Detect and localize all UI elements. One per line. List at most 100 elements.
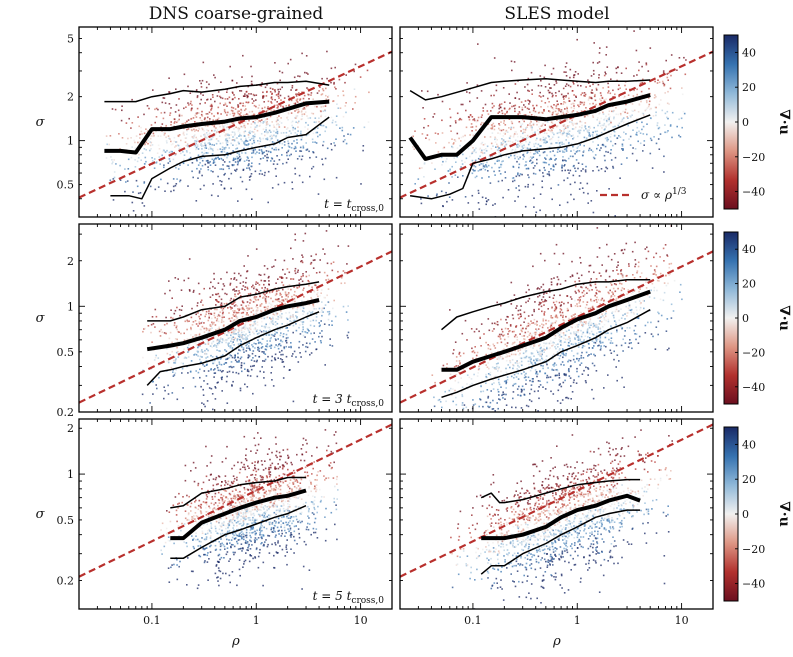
scatter-point — [251, 142, 254, 145]
scatter-point — [552, 127, 554, 129]
scatter-point — [169, 138, 171, 140]
scatter-point — [232, 321, 234, 323]
scatter-point — [531, 129, 533, 131]
scatter-point — [629, 135, 632, 138]
scatter-point — [555, 107, 558, 110]
scatter-point — [454, 174, 457, 176]
scatter-point — [590, 92, 593, 94]
scatter-point — [108, 143, 110, 146]
scatter-point — [290, 346, 292, 349]
scatter-point — [340, 282, 343, 285]
scatter-point — [354, 95, 357, 98]
scatter-point — [553, 133, 555, 136]
scatter-point — [287, 292, 290, 294]
scatter-point — [514, 150, 516, 153]
scatter-point — [147, 362, 149, 365]
scatter-point — [237, 344, 240, 346]
scatter-point — [480, 142, 483, 145]
scatter-point — [161, 154, 163, 157]
scatter-point — [261, 287, 263, 289]
scatter-point — [513, 134, 515, 136]
scatter-point — [514, 97, 517, 99]
scatter-point — [247, 330, 250, 332]
scatter-point — [517, 372, 519, 375]
scatter-point — [253, 128, 256, 130]
scatter-point — [306, 332, 309, 334]
scatter-point — [264, 106, 266, 109]
scatter-point — [420, 198, 422, 200]
scatter-point — [253, 364, 255, 367]
scatter-point — [459, 144, 461, 147]
scatter-point — [300, 260, 302, 263]
scatter-point — [297, 75, 299, 77]
scatter-point — [345, 102, 347, 104]
scatter-point — [337, 270, 339, 273]
scatter-point — [198, 322, 201, 325]
scatter-point — [530, 114, 533, 116]
scatter-point — [229, 153, 232, 155]
scatter-point — [169, 160, 171, 163]
scatter-point — [310, 311, 312, 314]
scatter-point — [317, 135, 319, 138]
scatter-point — [597, 326, 599, 328]
scatter-point — [271, 322, 274, 324]
scatter-point — [242, 285, 245, 287]
scatter-point — [261, 173, 263, 175]
scatter-point — [344, 271, 346, 274]
scatter-point — [241, 300, 244, 302]
scatter-point — [285, 355, 288, 358]
scatter-point — [583, 94, 585, 97]
scatter-point — [190, 316, 193, 319]
scatter-point — [240, 111, 242, 114]
scatter-point — [571, 90, 574, 92]
scatter-point — [314, 284, 316, 286]
scatter-point — [512, 180, 514, 183]
scatter-point — [569, 68, 572, 71]
scatter-point — [528, 141, 531, 144]
scatter-point — [177, 356, 180, 358]
scatter-point — [125, 122, 128, 124]
scatter-point — [327, 301, 330, 303]
scatter-point — [217, 156, 219, 159]
scatter-point — [542, 139, 545, 141]
scatter-point — [236, 312, 238, 314]
scatter-point — [252, 309, 254, 312]
scatter-point — [302, 328, 304, 331]
scatter-point — [251, 156, 253, 159]
scatter-point — [543, 76, 546, 79]
scatter-point — [278, 298, 280, 300]
scatter-point — [173, 312, 176, 315]
scatter-point — [295, 88, 298, 91]
scatter-point — [274, 333, 276, 335]
scatter-point — [229, 365, 232, 368]
scatter-point — [290, 89, 292, 91]
scatter-point — [464, 139, 466, 142]
scatter-point — [589, 318, 592, 320]
scatter-point — [268, 326, 271, 329]
scatter-point — [330, 116, 333, 119]
scatter-point — [490, 142, 493, 145]
scatter-point — [266, 118, 269, 120]
scatter-point — [160, 178, 162, 181]
scatter-point — [578, 150, 581, 152]
scatter-point — [587, 99, 590, 101]
scatter-point — [558, 142, 561, 144]
scatter-point — [232, 315, 235, 317]
scatter-point — [239, 337, 242, 339]
scatter-point — [243, 308, 245, 311]
scatter-point — [462, 368, 465, 370]
scatter-point — [244, 126, 246, 129]
scatter-point — [257, 107, 260, 109]
scatter-point — [550, 73, 553, 75]
scatter-point — [204, 343, 207, 345]
scatter-point — [174, 372, 177, 374]
scatter-point — [540, 125, 543, 127]
scatter-point — [605, 115, 607, 118]
scatter-point — [198, 172, 201, 174]
scatter-point — [160, 159, 163, 162]
scatter-point — [230, 329, 233, 331]
scatter-point — [514, 153, 517, 155]
scatter-point — [567, 131, 570, 134]
scatter-point — [617, 66, 619, 69]
